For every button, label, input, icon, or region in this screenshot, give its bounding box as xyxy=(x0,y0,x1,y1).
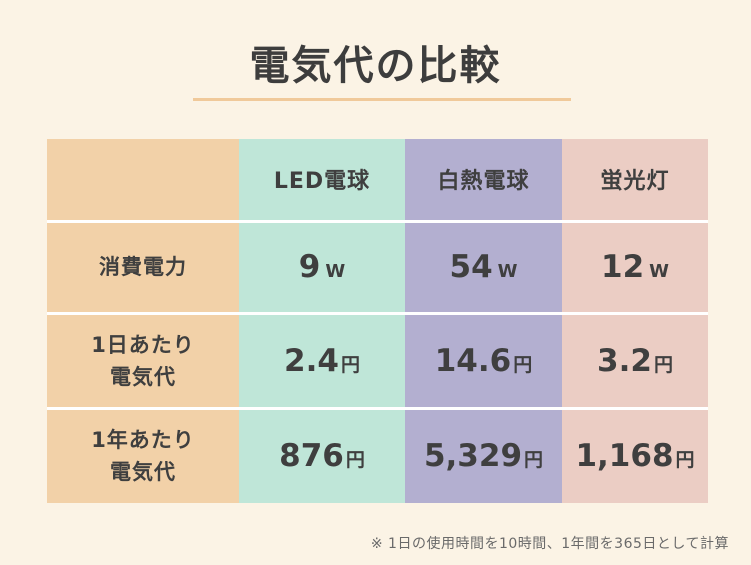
table-row-yearly-cost: 1年あたり 電気代 876 円 5,329 円 1,168 円 xyxy=(47,406,708,503)
cell-led-yearly-cost: 876 円 xyxy=(239,406,405,503)
cell-led-daily-cost: 2.4 円 xyxy=(239,311,405,408)
value: 14.6 xyxy=(434,342,512,379)
row-label-daily-cost: 1日あたり 電気代 xyxy=(47,311,239,408)
unit: W xyxy=(649,261,669,282)
row-label-line: 1年あたり xyxy=(91,428,195,453)
value: 1,168 xyxy=(575,438,674,475)
value: 12 xyxy=(601,249,645,285)
unit: W xyxy=(325,261,346,282)
cell-fluorescent-daily-cost: 3.2 円 xyxy=(562,311,708,408)
title-underline xyxy=(193,98,571,101)
unit: W xyxy=(497,261,518,282)
table-row-daily-cost: 1日あたり 電気代 2.4 円 14.6 円 3.2 円 xyxy=(47,311,708,408)
column-header-led: LED電球 xyxy=(239,139,405,221)
unit: 円 xyxy=(513,353,533,376)
unit: 円 xyxy=(675,449,695,472)
unit: 円 xyxy=(340,353,360,376)
value: 9 xyxy=(298,249,321,285)
value: 876 xyxy=(279,438,344,475)
header-corner-cell xyxy=(47,139,239,221)
unit: 円 xyxy=(653,353,673,376)
row-label-yearly-cost: 1年あたり 電気代 xyxy=(47,406,239,503)
value: 3.2 xyxy=(597,342,652,379)
row-label-line: 消費電力 xyxy=(99,255,187,279)
value: 54 xyxy=(449,249,493,285)
row-label-line: 電気代 xyxy=(110,460,176,485)
cell-incandescent-daily-cost: 14.6 円 xyxy=(405,311,562,408)
cell-fluorescent-yearly-cost: 1,168 円 xyxy=(562,406,708,503)
footnote: ※ 1日の使用時間を10時間、1年間を365日として計算 xyxy=(370,536,729,552)
cell-fluorescent-power: 12 W xyxy=(562,219,708,313)
row-label-power: 消費電力 xyxy=(47,219,239,313)
column-header-incandescent: 白熱電球 xyxy=(405,139,562,221)
unit: 円 xyxy=(345,449,365,472)
value: 2.4 xyxy=(284,342,339,379)
cell-incandescent-yearly-cost: 5,329 円 xyxy=(405,406,562,503)
row-label-line: 電気代 xyxy=(110,364,176,389)
page-title: 電気代の比較 xyxy=(249,43,502,89)
cell-incandescent-power: 54 W xyxy=(405,219,562,313)
value: 5,329 xyxy=(423,438,523,475)
column-header-fluorescent: 蛍光灯 xyxy=(562,139,708,221)
table-header-row: LED電球 白熱電球 蛍光灯 xyxy=(47,139,708,221)
row-label-line: 1日あたり xyxy=(91,332,195,357)
unit: 円 xyxy=(524,449,544,472)
